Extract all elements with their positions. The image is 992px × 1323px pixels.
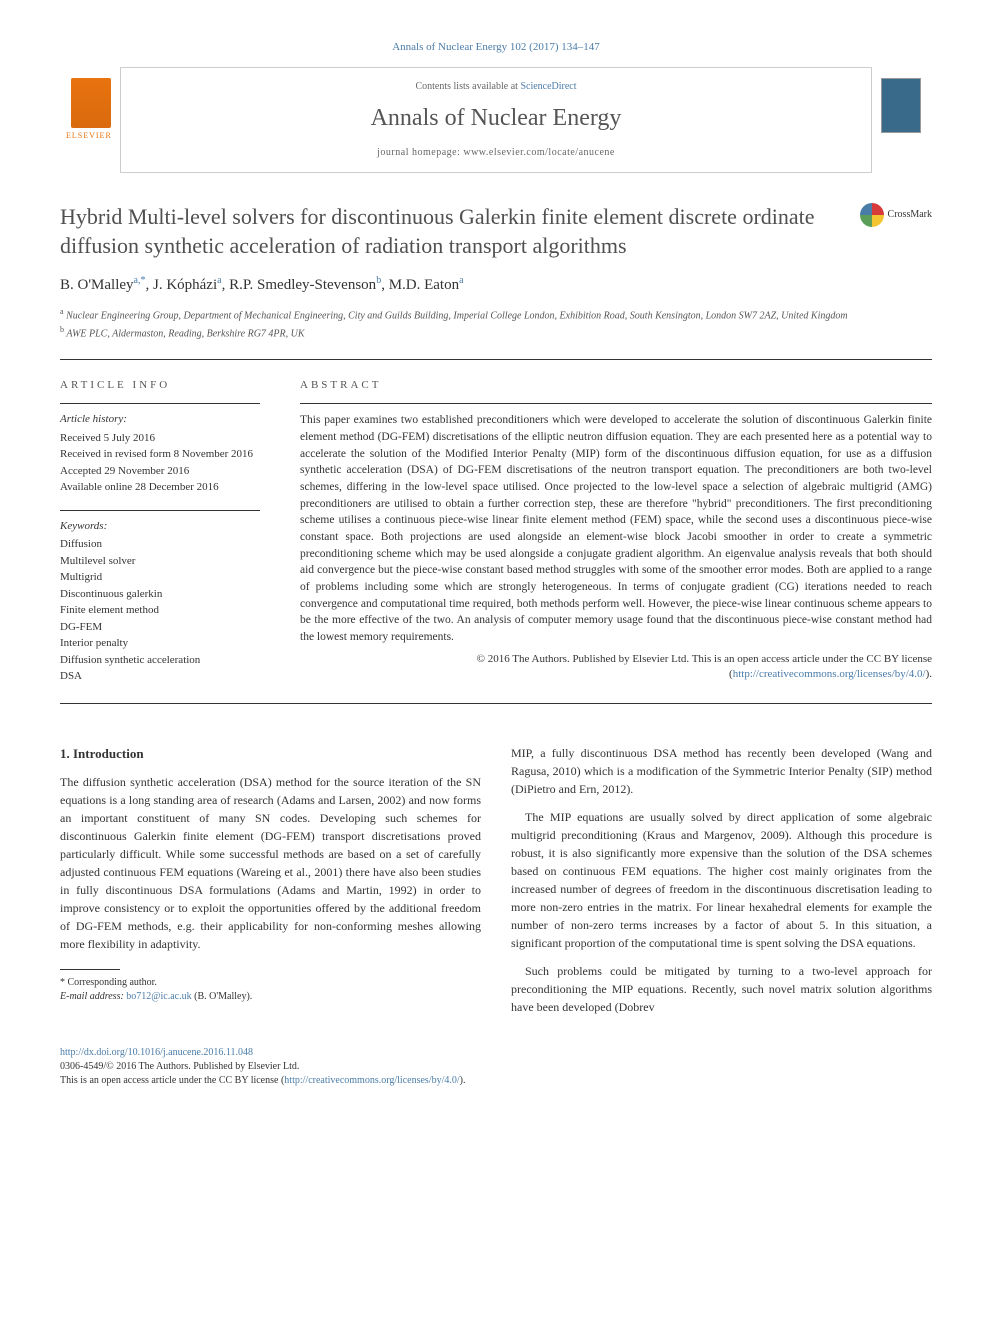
keywords-block: Keywords: Diffusion Multilevel solver Mu… [60,510,260,685]
footnote-email: E-mail address: bo712@ic.ac.uk (B. O'Mal… [60,990,481,1004]
author-4-sup: a [459,275,463,286]
keyword-item: Finite element method [60,602,260,619]
keyword-item: DSA [60,668,260,685]
homepage-url: www.elsevier.com/locate/anucene [463,147,614,158]
footer-block: http://dx.doi.org/10.1016/j.anucene.2016… [60,1046,932,1088]
crossmark-badge[interactable]: CrossMark [860,203,932,227]
author-3: , R.P. Smedley-Stevenson [222,277,377,293]
right-p1: MIP, a fully discontinuous DSA method ha… [511,744,932,798]
history-online: Available online 28 December 2016 [60,479,260,496]
affiliations-block: a Nuclear Engineering Group, Department … [60,306,932,341]
footnote-divider [60,969,120,970]
author-4: , M.D. Eaton [381,277,459,293]
right-p2: The MIP equations are usually solved by … [511,808,932,952]
info-abstract-row: article info Article history: Received 5… [60,378,932,685]
abstract-label: abstract [300,378,932,393]
elsevier-label: ELSEVIER [66,130,112,141]
history-block: Article history: Received 5 July 2016 Re… [60,403,260,495]
keyword-item: Diffusion synthetic acceleration [60,652,260,669]
keyword-item: Multigrid [60,569,260,586]
article-info-column: article info Article history: Received 5… [60,378,260,685]
header-citation: Annals of Nuclear Energy 102 (2017) 134–… [60,40,932,55]
article-info-label: article info [60,378,260,393]
footer-license-link[interactable]: http://creativecommons.org/licenses/by/4… [284,1075,459,1086]
homepage-label: journal homepage: [377,147,460,158]
sciencedirect-link[interactable]: ScienceDirect [520,81,576,92]
issn-line: 0306-4549/© 2016 The Authors. Published … [60,1061,299,1072]
copyright-close: ). [926,668,932,680]
authors-line: B. O'Malleya,*, J. Kópházi a , R.P. Smedle… [60,274,932,296]
page-container: Annals of Nuclear Energy 102 (2017) 134–… [0,0,992,1128]
journal-name: Annals of Nuclear Energy [141,102,851,136]
abstract-text: This paper examines two established prec… [300,403,932,645]
history-label: Article history: [60,412,260,427]
abstract-copyright: © 2016 The Authors. Published by Elsevie… [300,652,932,683]
history-accepted: Accepted 29 November 2016 [60,463,260,480]
history-revised: Received in revised form 8 November 2016 [60,446,260,463]
body-left-column: 1. Introduction The diffusion synthetic … [60,744,481,1026]
contents-available-text: Contents lists available at [415,81,517,92]
intro-heading: 1. Introduction [60,744,481,764]
article-title: Hybrid Multi-level solvers for discontin… [60,203,840,260]
intro-p1: The diffusion synthetic acceleration (DS… [60,773,481,953]
footnote-corresponding: * Corresponding author. [60,976,481,990]
email-name: (B. O'Malley). [194,991,252,1002]
body-right-column: MIP, a fully discontinuous DSA method ha… [511,744,932,1026]
elsevier-tree-icon [71,78,111,128]
author-1: B. O'Malley [60,277,134,293]
keyword-item: Multilevel solver [60,553,260,570]
right-p3: Such problems could be mitigated by turn… [511,962,932,1016]
history-received: Received 5 July 2016 [60,430,260,447]
email-link[interactable]: bo712@ic.ac.uk [126,991,191,1002]
contents-available-line: Contents lists available at ScienceDirec… [141,80,851,94]
divider-top [60,359,932,360]
title-row: Hybrid Multi-level solvers for discontin… [60,203,932,260]
keyword-item: DG-FEM [60,619,260,636]
keyword-item: Discontinuous galerkin [60,586,260,603]
abstract-column: abstract This paper examines two establi… [300,378,932,685]
email-label: E-mail address: [60,991,124,1002]
affiliation-b-text: AWE PLC, Aldermaston, Reading, Berkshire… [66,328,304,339]
homepage-line: journal homepage: www.elsevier.com/locat… [141,146,851,160]
divider-bottom [60,703,932,704]
crossmark-label: CrossMark [888,208,932,222]
body-columns: 1. Introduction The diffusion synthetic … [60,744,932,1026]
journal-header-box: ELSEVIER Contents lists available at Sci… [120,67,872,173]
author-1-sup: a,* [134,275,146,286]
affiliation-b: b AWE PLC, Aldermaston, Reading, Berkshi… [60,324,932,341]
keywords-label: Keywords: [60,519,260,534]
doi-link[interactable]: http://dx.doi.org/10.1016/j.anucene.2016… [60,1047,253,1058]
footer-license-text: This is an open access article under the… [60,1075,284,1086]
license-link[interactable]: http://creativecommons.org/licenses/by/4… [733,668,926,680]
keyword-item: Interior penalty [60,635,260,652]
crossmark-icon [860,203,884,227]
journal-cover-thumbnail [881,78,921,133]
affiliation-a: a Nuclear Engineering Group, Department … [60,306,932,323]
keyword-item: Diffusion [60,536,260,553]
footer-close: ). [460,1075,466,1086]
author-2: , J. Kópházi [145,277,217,293]
affiliation-a-text: Nuclear Engineering Group, Department of… [66,311,848,322]
